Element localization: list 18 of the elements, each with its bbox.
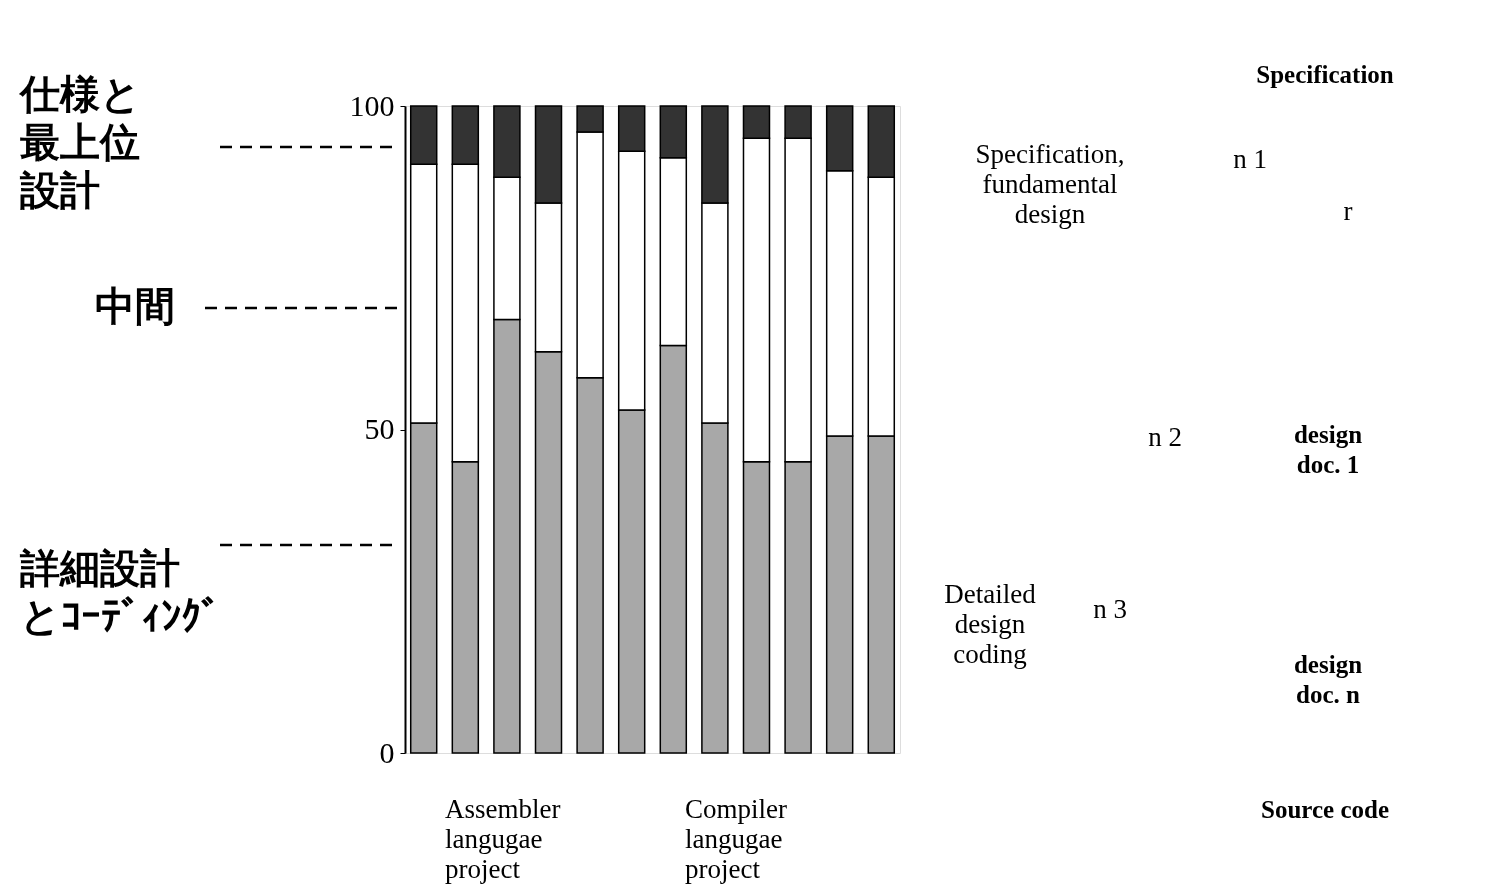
text: design doc. 1 (1293, 421, 1363, 478)
text: Assembler langugae project (445, 794, 561, 884)
text: design doc. n (1293, 651, 1363, 708)
legend-label: 仕様と最上位設計 (18, 71, 141, 213)
text: n 2 (1148, 422, 1182, 452)
legend-label: 詳細設計とｺｰﾃﾞｨﾝｸﾞ (19, 545, 221, 639)
legend-label: 中間 (95, 283, 175, 329)
text: Detailed design coding (944, 579, 1037, 669)
text: Specification, fundamental design (975, 139, 1125, 229)
source-note: Source code (1261, 796, 1389, 823)
text: n 3 (1093, 594, 1127, 624)
text: r (1343, 196, 1353, 226)
text: Compiler langugae project (685, 794, 787, 884)
text: n 1 (1233, 144, 1267, 174)
text: Specification (1256, 61, 1394, 88)
y-tick-label: 100 (349, 88, 395, 122)
y-tick-label: 0 (379, 735, 395, 769)
y-tick-label: 50 (364, 412, 395, 445)
